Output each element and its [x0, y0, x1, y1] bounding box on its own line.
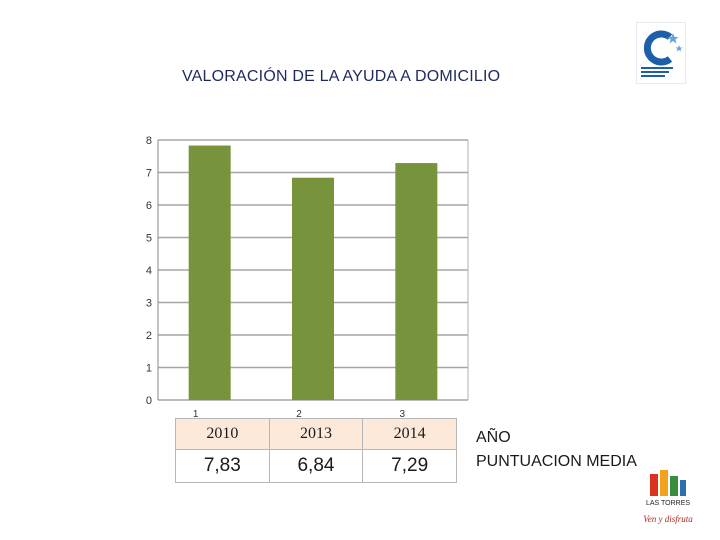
year-cell: 2014: [362, 418, 457, 450]
y-tick-label: 8: [146, 135, 152, 147]
score-row-label: PUNTUACION MEDIA: [476, 453, 637, 470]
y-tick-label: 7: [146, 168, 152, 180]
year-row-label: AÑO: [476, 429, 511, 446]
x-tick-labels: 1 2 3: [193, 409, 406, 420]
x-tick-label: 2: [296, 409, 302, 420]
x-tick-label: 3: [400, 409, 406, 420]
y-tick-labels: 0 1 2 3 4 5 6 7 8: [146, 135, 152, 407]
bar: [292, 177, 334, 400]
y-tick-label: 6: [146, 200, 152, 212]
y-tick-label: 3: [146, 298, 152, 310]
y-tick-label: 2: [146, 330, 152, 342]
bars: [188, 145, 438, 400]
x-tick-label: 1: [193, 409, 199, 420]
score-cell: 7,83: [175, 449, 270, 483]
logo-name: LAS TORRES: [646, 500, 690, 507]
year-cell: 2013: [268, 418, 364, 450]
data-table: 2010 2013 2014 7,83 6,84 7,29: [175, 418, 457, 483]
ayuntamiento-logo: [636, 22, 686, 84]
y-tick-label: 1: [146, 363, 152, 375]
bar: [188, 145, 231, 400]
towers-icon: LAS TORRES Ven y disfruta: [643, 470, 693, 524]
y-tick-label: 5: [146, 233, 152, 245]
score-cell: 7,29: [362, 449, 457, 483]
logo-slogan: Ven y disfruta: [643, 514, 693, 524]
bar: [395, 163, 438, 400]
year-row: 2010 2013 2014: [175, 418, 457, 450]
chart-title: VALORACIÓN DE LA AYUDA A DOMICILIO: [182, 68, 501, 85]
logo-c-icon: [641, 30, 683, 77]
y-tick-label: 0: [146, 395, 152, 407]
las-torres-logo: LAS TORRES Ven y disfruta: [640, 470, 696, 530]
score-cell: 6,84: [268, 449, 364, 483]
score-row: 7,83 6,84 7,29: [175, 449, 457, 483]
row-labels: AÑO PUNTUACION MEDIA: [476, 426, 637, 474]
year-cell: 2010: [175, 418, 270, 450]
y-tick-label: 4: [146, 265, 152, 277]
